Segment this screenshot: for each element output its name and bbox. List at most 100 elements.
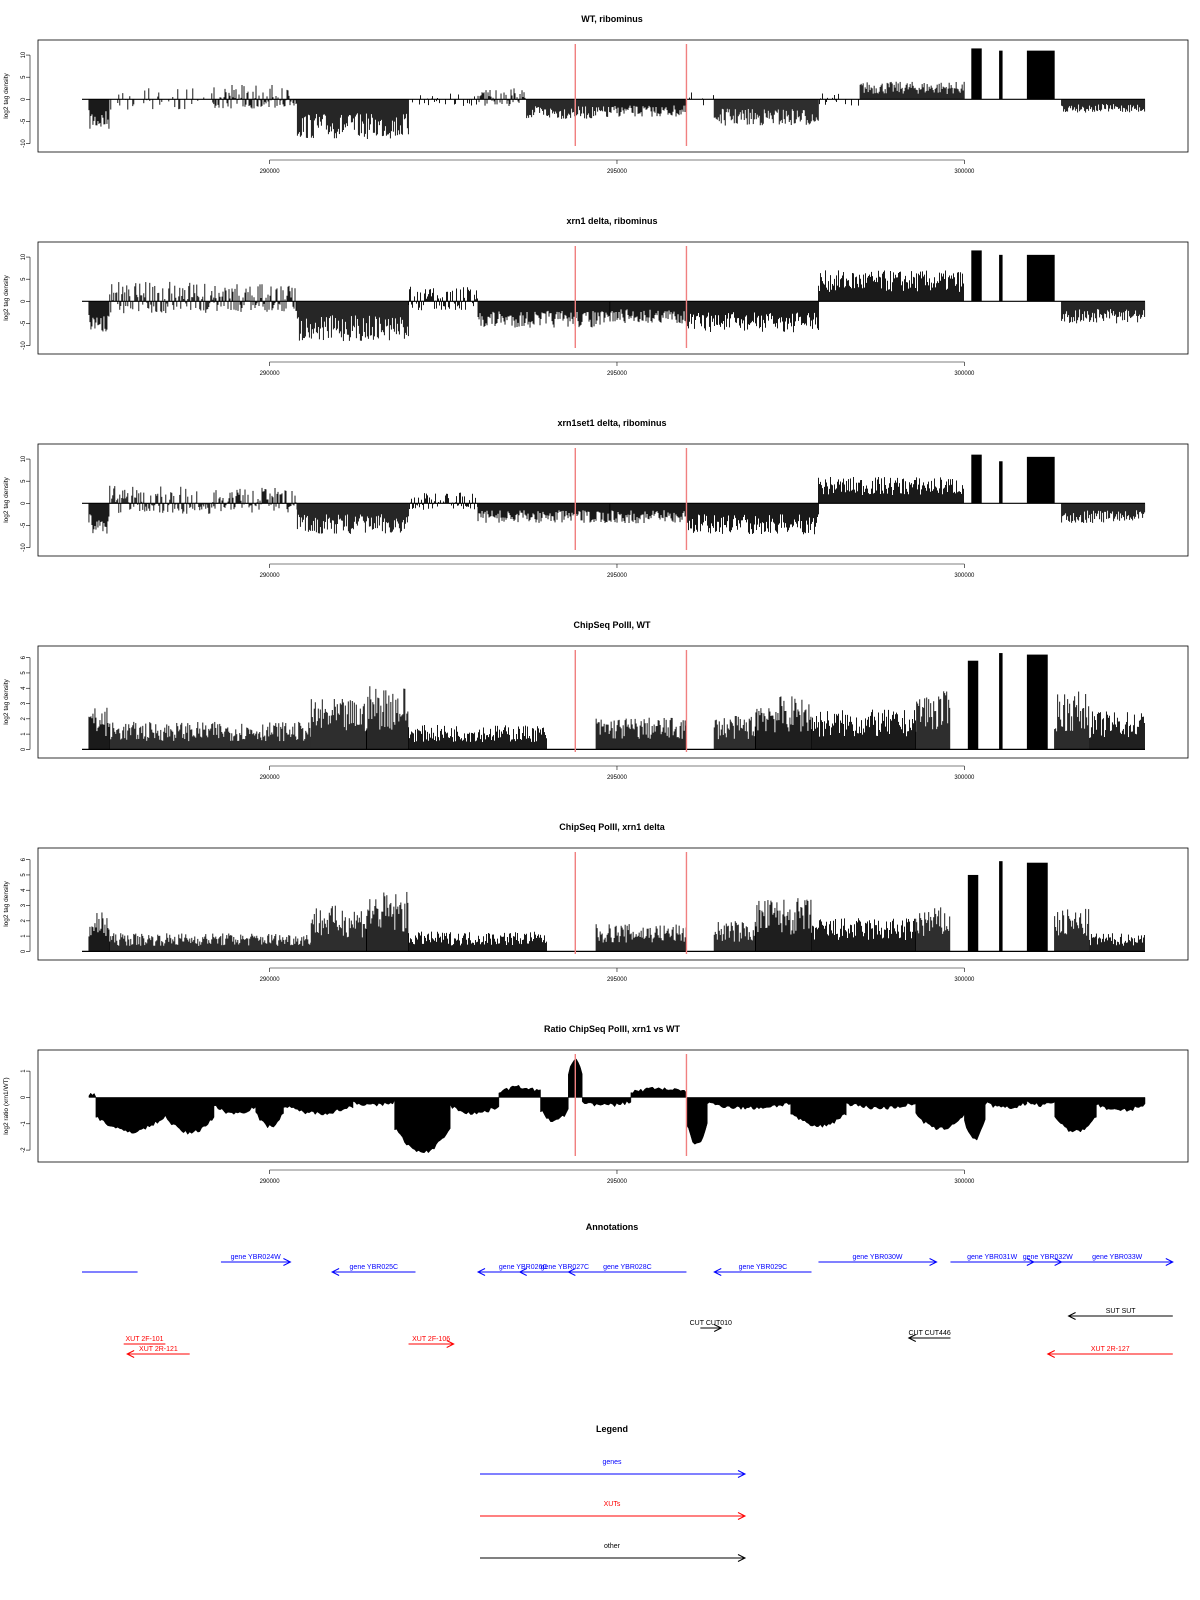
y-axis-label: log2 tag density	[3, 72, 10, 118]
signal-peak	[967, 660, 979, 750]
arrow-head	[713, 1324, 723, 1332]
arrow-head	[1067, 1312, 1076, 1320]
signal-peak	[999, 461, 1003, 504]
x-tick-label: 295000	[607, 371, 628, 377]
annotation-label: gene YBR032W	[1023, 1254, 1073, 1261]
x-tick-label: 290000	[260, 1179, 281, 1185]
panel-3: xrn1set1 delta, ribominus -10 -5 0 5 10 log2 t…	[3, 418, 1189, 579]
y-tick-label: -5	[21, 320, 27, 326]
signal-peak	[999, 254, 1003, 302]
signal-peak	[1026, 654, 1048, 750]
signal-track	[82, 454, 1146, 535]
signal-peak	[1026, 50, 1055, 100]
annotations-panel: Annotations gene YBR024W gene YBR025C gene …	[82, 1222, 1174, 1358]
annotation-label: gene YBR033W	[1092, 1254, 1142, 1261]
signal-peak	[967, 874, 979, 952]
legend-item-xut: XUTs	[480, 1501, 747, 1520]
y-tick-label: 5	[21, 277, 27, 281]
arrow-head	[476, 1268, 486, 1276]
x-tick-label: 300000	[954, 573, 975, 579]
y-tick-label: 5	[21, 873, 27, 877]
legend-label: genes	[602, 1459, 622, 1466]
annotation-label: XUT 2R-121	[139, 1346, 178, 1353]
y-tick-label: 10	[21, 253, 27, 260]
signal-peak	[971, 48, 982, 100]
y-tick-label: 10	[21, 51, 27, 58]
annotation-label: CUT CUT446	[908, 1330, 950, 1337]
annotation-label: gene YBR026C	[499, 1264, 548, 1271]
legend-item-other: other	[480, 1543, 747, 1562]
y-tick-label: 6	[21, 857, 27, 861]
arrow-head	[518, 1268, 527, 1276]
x-tick-label: 300000	[954, 977, 975, 983]
legend-label: XUTs	[604, 1501, 621, 1508]
annotation-label: gene YBR027C	[541, 1264, 590, 1271]
panel-4: ChipSeq PolII, WT 0 1 2 3 4 5 6 log2 tag density…	[3, 620, 1189, 781]
panel-title: Ratio ChipSeq PolII, xrn1 vs WT	[544, 1024, 681, 1034]
y-tick-label: 0	[21, 747, 27, 751]
y-tick-label: -1	[21, 1120, 27, 1126]
y-tick-label: 1	[21, 1069, 27, 1073]
arrow-head	[446, 1340, 455, 1348]
annotation-other: CUT CUT446	[907, 1330, 951, 1342]
x-tick-label: 295000	[607, 169, 628, 175]
y-tick-label: 10	[21, 455, 27, 462]
annotation-other: SUT SUT	[1067, 1308, 1173, 1320]
annotation-label: gene YBR025C	[350, 1264, 399, 1271]
y-tick-label: 5	[21, 479, 27, 483]
x-tick-label: 300000	[954, 169, 975, 175]
y-tick-label: -10	[21, 543, 27, 552]
annotation-other: CUT CUT010	[690, 1320, 732, 1332]
legend-label: other	[604, 1543, 621, 1550]
arrow-head	[737, 1470, 747, 1478]
signal-peak	[1026, 456, 1055, 504]
annotation-gene: gene YBR028C	[567, 1264, 687, 1276]
y-axis-label: log2 tag density	[3, 678, 10, 724]
annotation-xut: XUT 2F-101	[123, 1336, 166, 1345]
annotation-label: gene YBR028C	[603, 1264, 652, 1271]
legend-panel: Legend genes XUTs other	[480, 1424, 747, 1562]
arrow-head	[1165, 1258, 1174, 1266]
annotation-gene: gene YBR029C	[713, 1264, 812, 1276]
annotation-xut: XUT 2R-127	[1046, 1346, 1173, 1358]
panel-5: ChipSeq PolII, xrn1 delta 0 1 2 3 4 5 6 log2 tag…	[3, 822, 1189, 983]
annotation-label: gene YBR031W	[967, 1254, 1017, 1261]
panel-2: xrn1 delta, ribominus -10 -5 0 5 10 log2 tag d…	[3, 216, 1189, 377]
arrow-head	[126, 1350, 135, 1358]
plot-frame	[37, 443, 1189, 557]
y-tick-label: 1	[21, 934, 27, 938]
y-tick-label: 4	[21, 686, 27, 690]
panel-title: ChipSeq PolII, WT	[574, 620, 651, 630]
plot-frame	[37, 241, 1189, 355]
signal-track	[82, 861, 1145, 953]
signal-peak	[1026, 254, 1055, 302]
y-tick-label: -10	[21, 341, 27, 350]
x-tick-label: 290000	[260, 169, 281, 175]
annotation-label: XUT 2R-127	[1091, 1346, 1130, 1353]
signal-peak	[971, 250, 982, 302]
panel-title: WT, ribominus	[581, 14, 643, 24]
annotation-gene: gene YBR025C	[330, 1264, 416, 1276]
annotation-label: XUT 2F-101	[126, 1336, 164, 1343]
signal-track	[88, 1058, 1146, 1154]
annotation-gene: gene YBR033W	[1061, 1254, 1174, 1266]
plot-frame	[37, 1049, 1189, 1163]
plot-frame	[37, 39, 1189, 153]
annotation-label: gene YBR024W	[231, 1254, 281, 1261]
arrow-head	[1046, 1350, 1055, 1358]
panel-title: ChipSeq PolII, xrn1 delta	[559, 822, 666, 832]
y-axis-label: log2 tag density	[3, 476, 10, 522]
x-tick-label: 300000	[954, 371, 975, 377]
arrow-head	[330, 1268, 340, 1276]
y-tick-label: 5	[21, 671, 27, 675]
x-tick-label: 295000	[607, 977, 628, 983]
signal-peak	[999, 653, 1003, 750]
x-tick-label: 290000	[260, 775, 281, 781]
arrow-head	[737, 1554, 747, 1562]
annotation-label: gene YBR029C	[739, 1264, 788, 1271]
plot-frame	[37, 847, 1189, 961]
y-axis-label: log2 tag density	[3, 274, 10, 320]
arrow-head	[907, 1334, 917, 1342]
y-tick-label: 0	[21, 501, 27, 505]
